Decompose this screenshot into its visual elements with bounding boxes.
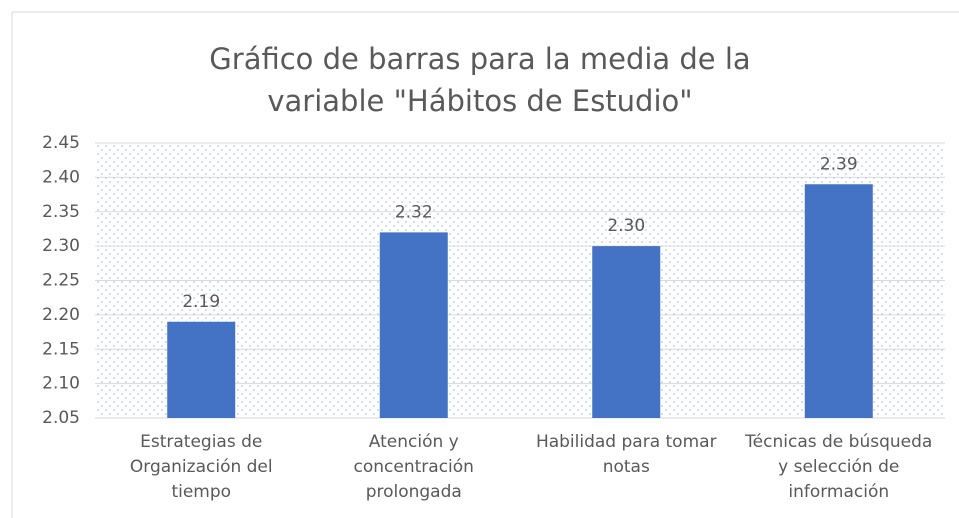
y-tick-label: 2.35	[42, 202, 80, 222]
bar	[379, 232, 448, 418]
y-tick-label: 2.40	[42, 167, 80, 187]
x-tick-label: Habilidad para tomar notas	[535, 432, 717, 477]
x-tick-label: Técnicas de búsqueda y selección de info…	[745, 432, 933, 502]
data-label: 2.19	[182, 292, 220, 312]
bar	[167, 321, 236, 418]
y-tick-label: 2.45	[42, 133, 80, 153]
y-tick-label: 2.30	[42, 236, 80, 256]
data-label: 2.39	[820, 154, 858, 174]
y-tick-label: 2.20	[42, 305, 80, 325]
x-tick-label: Estrategias de Organización del tiempo	[129, 432, 273, 502]
y-tick-label: 2.15	[42, 339, 80, 359]
data-label: 2.30	[607, 216, 645, 236]
bar	[592, 246, 661, 418]
y-tick-label: 2.25	[42, 271, 80, 291]
y-tick-label: 2.05	[42, 408, 80, 428]
chart-border	[11, 11, 959, 518]
chart-title: Gráfico de barras para la media de la va…	[209, 42, 751, 118]
bar	[804, 184, 873, 418]
data-label: 2.32	[395, 202, 433, 222]
x-tick-label: Atención y concentración prolongada	[353, 432, 474, 502]
y-tick-label: 2.10	[42, 374, 80, 394]
